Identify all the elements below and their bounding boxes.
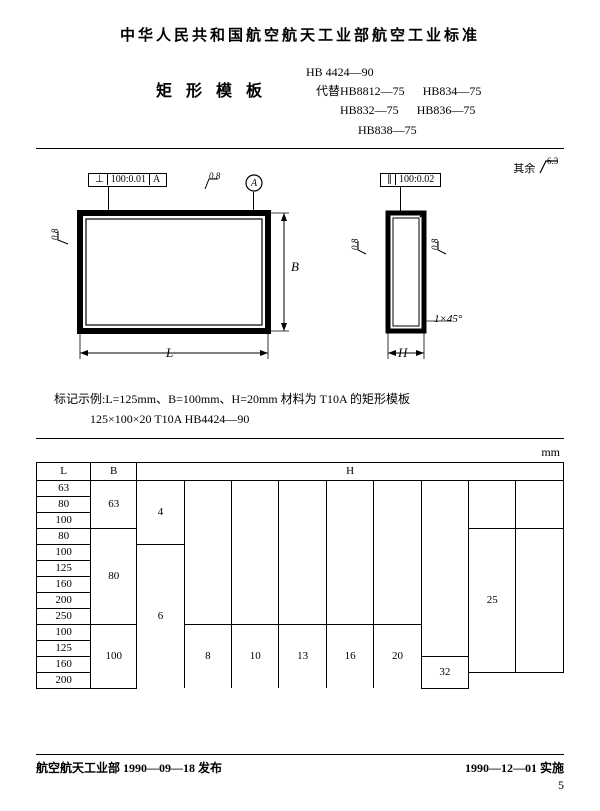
datum-a-icon: A [244,173,264,193]
svg-text:A: A [250,178,258,189]
rep-code: HB838—75 [358,121,417,140]
rep-code: HB8812—75 [340,82,405,101]
gd-perp: ⊥ 100:0.01 A [88,173,167,187]
example-l2: 125×100×20 T10A HB4424—90 [90,409,564,429]
unit-label: mm [40,445,560,460]
th-h: H [137,462,564,480]
table-head-row: L B H [37,462,564,480]
part-title: 矩形模板 [156,77,276,101]
example-block: 标记示例:L=125mm、B=100mm、H=20mm 材料为 T10A 的矩形… [54,389,564,430]
rep-code: HB834—75 [423,82,482,101]
title-row: 矩形模板 HB 4424—90 代替 HB8812—75 HB834—75 HB… [36,63,564,140]
replaced-grid: HB8812—75 HB834—75 HB832—75 HB836—75 HB8… [340,82,481,140]
gd-para: ∥ 100:0.02 [380,173,441,187]
example-l1: 标记示例:L=125mm、B=100mm、H=20mm 材料为 T10A 的矩形… [54,389,564,409]
ra-value: 6.3 [547,156,558,166]
chamfer-label: 1×45° [434,313,462,325]
dim-l: L [166,345,173,361]
footer-effective: 1990—12—01 实施 [465,759,564,776]
footer-publish: 航空航天工业部 1990—09—18 发布 [36,759,222,776]
ra-08d: 0.8 [430,239,440,250]
table-row: 63 63 4 [37,480,564,496]
ra-08b: 0.8 [50,229,60,240]
dimension-table: L B H 63 63 4 80 100 80 80 25 [36,462,564,689]
separator-mid [36,438,564,439]
ra-08c: 0.8 [350,239,360,250]
side-view [356,173,466,373]
standard-codes: HB 4424—90 代替 HB8812—75 HB834—75 HB832—7… [306,63,481,140]
rep-code: HB832—75 [340,101,399,120]
page-footer: 航空航天工业部 1990—09—18 发布 1990—12—01 实施 5 [36,754,564,793]
th-b: B [91,462,137,480]
dim-h: H [398,345,407,361]
replace-label: 代替 [306,82,340,140]
annot-rest: 其余 [513,163,535,175]
std-main: HB 4424—90 [306,63,481,82]
page-number: 5 [36,778,564,793]
dim-b: B [291,259,299,275]
ra-08a: 0.8 [209,171,220,181]
front-view [62,173,292,373]
th-l: L [37,462,91,480]
rep-code: HB836—75 [417,101,476,120]
page-header: 中华人民共和国航空航天工业部航空工业标准 [36,24,564,45]
technical-diagram: 其余 6.3 ⊥ 100:0.01 A [36,159,564,379]
separator-top [36,148,564,149]
